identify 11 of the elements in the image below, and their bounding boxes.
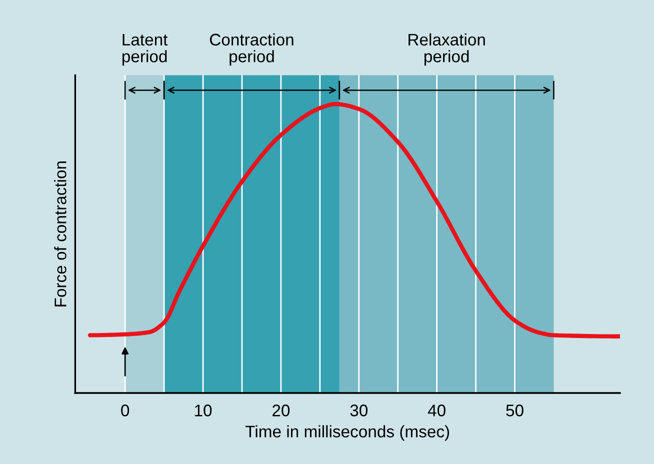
y-axis-title: Force of contraction <box>54 162 66 306</box>
band-label: Latent period <box>122 34 168 66</box>
x-axis-title: Time in milliseconds (msec) <box>246 425 450 441</box>
x-tick-label: 40 <box>428 404 446 416</box>
x-tick-label: 10 <box>195 404 212 416</box>
x-tick-label: 20 <box>272 404 290 416</box>
x-tick-label: 30 <box>350 404 368 416</box>
x-tick-label: 0 <box>121 404 130 416</box>
x-tick-label: 50 <box>506 404 524 416</box>
band-label: Contraction period <box>210 33 294 66</box>
band-label: Relaxation period <box>408 33 485 66</box>
